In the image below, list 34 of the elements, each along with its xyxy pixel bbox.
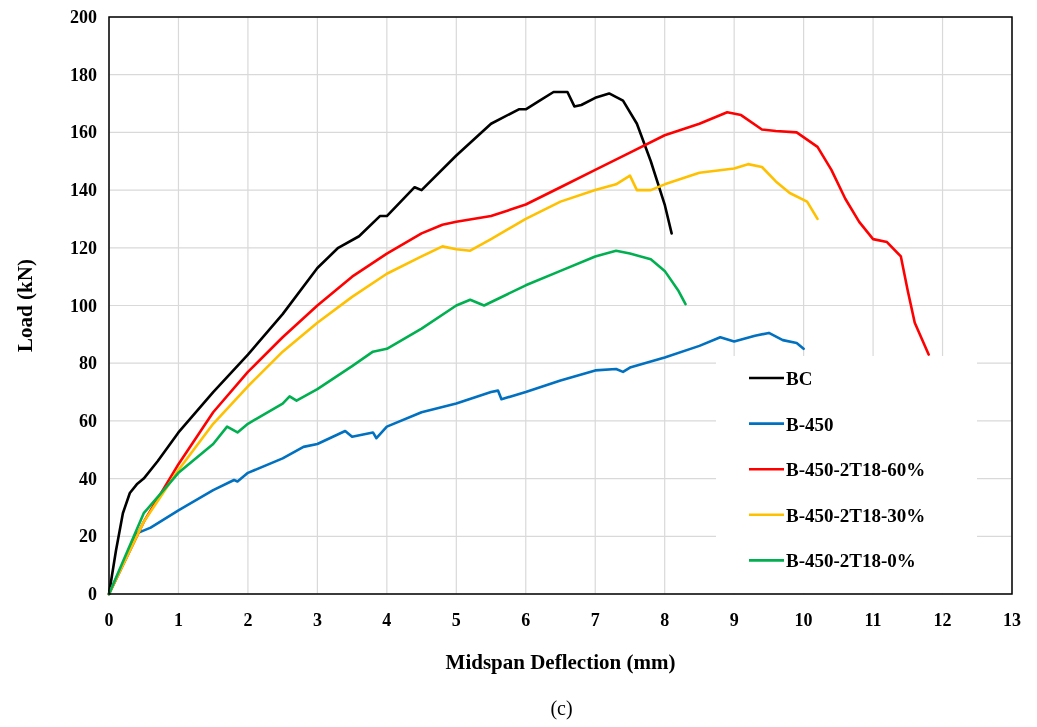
- y-tick-label: 180: [70, 64, 97, 85]
- y-tick-label: 40: [79, 468, 97, 489]
- x-tick-label: 6: [521, 610, 531, 630]
- x-axis-title: Midspan Deflection (mm): [445, 650, 676, 674]
- x-tick-label: 3: [312, 610, 322, 630]
- y-tick-label: 0: [88, 584, 97, 604]
- x-tick-label: 8: [660, 610, 670, 630]
- y-tick-label: 160: [70, 122, 97, 143]
- x-tick-label: 2: [243, 610, 253, 630]
- y-tick-label: 120: [70, 237, 97, 258]
- text: (c): [550, 697, 573, 720]
- line-series: [107, 249, 687, 596]
- y-tick-label: 60: [79, 410, 97, 431]
- legend-label: BC: [786, 368, 813, 389]
- legend-label: B-450: [786, 413, 834, 435]
- y-tick-label: 20: [79, 526, 97, 547]
- x-tick-label: 9: [729, 610, 739, 630]
- y-axis-title: Load (kN): [13, 259, 37, 352]
- x-tick-label: 4: [382, 610, 392, 630]
- y-tick-label: 100: [70, 295, 97, 316]
- x-tick-label: 0: [104, 610, 114, 630]
- legend-label: B-450-2T18-30%: [786, 504, 926, 526]
- y-tick-label: 140: [70, 180, 97, 201]
- x-tick-label: 7: [590, 610, 600, 630]
- y-tick-label: 200: [70, 7, 97, 27]
- legend-label: B-450-2T18-0%: [786, 550, 916, 572]
- x-tick-label: 10: [794, 610, 813, 630]
- x-tick-label: 1: [173, 610, 183, 630]
- x-tick-label: 5: [451, 610, 461, 630]
- y-tick-label: 80: [79, 353, 97, 374]
- legend-label: B-450-2T18-60%: [786, 459, 926, 481]
- x-tick-label: 13: [1003, 610, 1021, 630]
- x-tick-label: 12: [933, 610, 952, 630]
- x-tick-label: 11: [864, 610, 882, 630]
